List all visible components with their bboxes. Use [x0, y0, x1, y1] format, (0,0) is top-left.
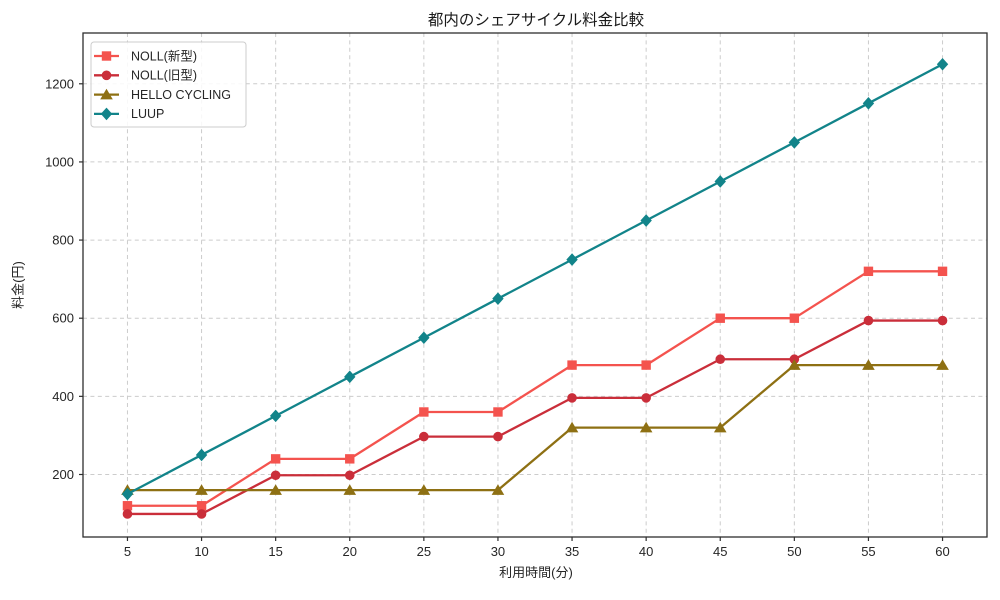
svg-text:NOLL(旧型): NOLL(旧型): [131, 69, 197, 83]
svg-text:1000: 1000: [45, 154, 74, 169]
svg-text:5: 5: [124, 544, 131, 559]
svg-text:60: 60: [935, 544, 949, 559]
x-axis-label: 利用時間(分): [499, 565, 573, 580]
svg-text:30: 30: [491, 544, 505, 559]
svg-text:40: 40: [639, 544, 653, 559]
legend-item-luup: LUUP: [94, 107, 164, 121]
svg-text:55: 55: [861, 544, 875, 559]
axis-ticks: [79, 83, 944, 541]
svg-text:600: 600: [52, 311, 74, 326]
svg-text:NOLL(新型): NOLL(新型): [131, 48, 197, 63]
svg-text:800: 800: [52, 233, 74, 248]
svg-text:10: 10: [194, 544, 208, 559]
legend-item-noll-old: NOLL(旧型): [94, 69, 197, 83]
svg-text:200: 200: [52, 467, 74, 482]
series-luup: [121, 57, 949, 501]
svg-text:HELLO CYCLING: HELLO CYCLING: [131, 88, 231, 102]
svg-text:25: 25: [417, 544, 431, 559]
svg-text:35: 35: [565, 544, 579, 559]
svg-text:45: 45: [713, 544, 727, 559]
svg-text:LUUP: LUUP: [131, 107, 164, 121]
legend-item-noll-new: NOLL(新型): [94, 48, 197, 63]
svg-text:50: 50: [787, 544, 801, 559]
plot-border: [82, 32, 988, 538]
chart-title: 都内のシェアサイクル料金比較: [427, 12, 645, 29]
legend: NOLL(新型) NOLL(旧型) HELLO CYCLING LUUP: [90, 41, 247, 128]
svg-text:20: 20: [343, 544, 357, 559]
series-hello-cycling: [121, 359, 949, 495]
svg-text:400: 400: [52, 389, 74, 404]
series-noll-old: [122, 315, 948, 519]
series-noll-new: [122, 266, 948, 511]
svg-text:1200: 1200: [45, 76, 74, 91]
svg-text:15: 15: [268, 544, 282, 559]
legend-item-hello-cycling: HELLO CYCLING: [94, 88, 231, 102]
y-axis-label: 料金(円): [10, 261, 26, 309]
grid-lines: [83, 33, 987, 537]
axis-tick-labels: 5 10 15 20 25 30 35 40 45 50 55 60 200 400 600 800 1000 1…: [45, 76, 950, 559]
